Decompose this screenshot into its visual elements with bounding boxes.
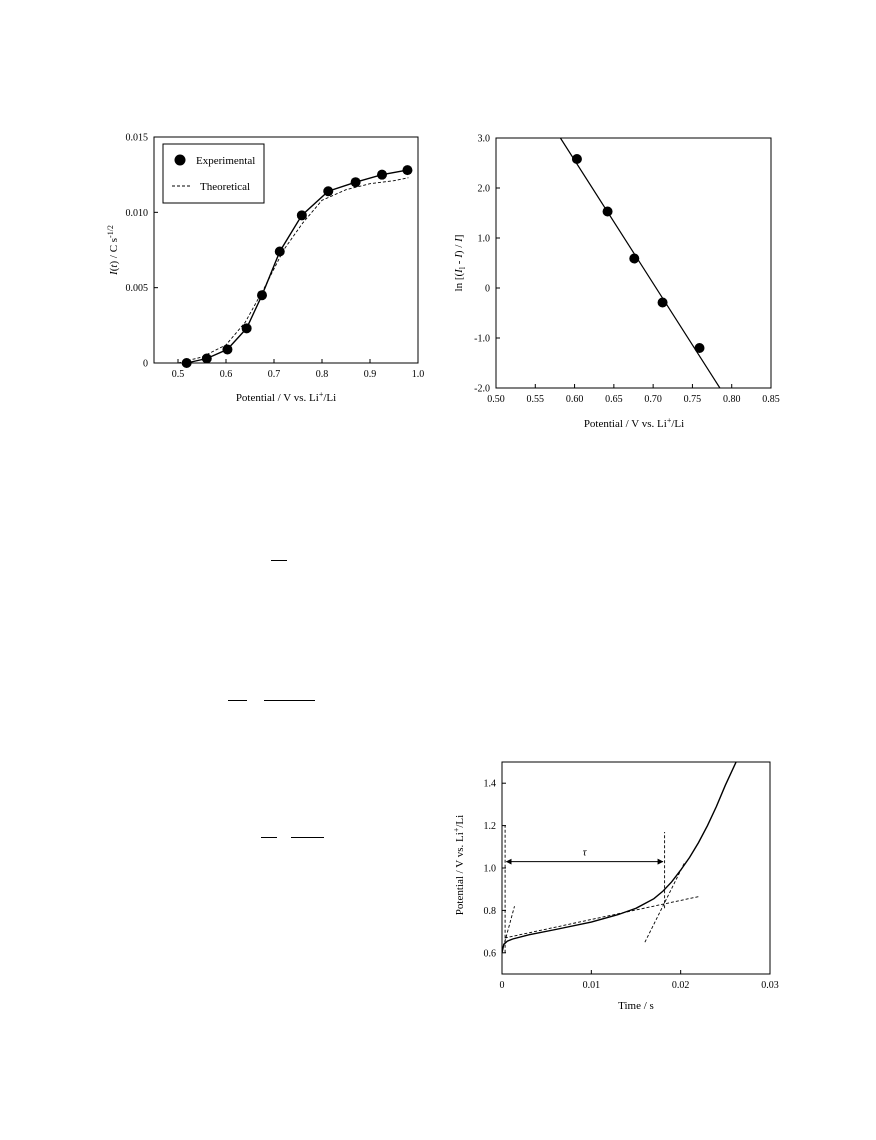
data-point bbox=[377, 169, 387, 180]
data-point bbox=[257, 290, 267, 301]
dashed-line-1 bbox=[177, 177, 409, 364]
x-tick-label: 0.9 bbox=[364, 369, 377, 380]
x-tick-label: 0 bbox=[500, 980, 505, 991]
dashed-line-3 bbox=[504, 906, 515, 943]
x-tick-label: 0.65 bbox=[605, 394, 623, 405]
data-point bbox=[323, 186, 334, 197]
y-tick-label: 0.8 bbox=[484, 906, 497, 917]
chart3-xlabel: Time / s bbox=[618, 1000, 654, 1012]
chart1-frame bbox=[153, 136, 419, 364]
y-tick-label: 0.010 bbox=[126, 208, 149, 219]
y-tick-label: 0.015 bbox=[126, 133, 149, 144]
data-point bbox=[296, 210, 307, 221]
y-tick-label: -2.0 bbox=[474, 384, 490, 395]
data-point bbox=[402, 165, 413, 176]
x-tick-label: 0.70 bbox=[644, 394, 662, 405]
y-tick-label: 3.0 bbox=[478, 134, 491, 145]
x-tick-label: 0.8 bbox=[316, 369, 329, 380]
y-tick-label: 1.2 bbox=[484, 821, 497, 832]
fraction-bar bbox=[291, 837, 324, 838]
x-tick-label: 0.55 bbox=[527, 394, 545, 405]
legend-experimental-marker bbox=[174, 154, 186, 166]
y-tick-label: 1.0 bbox=[478, 234, 491, 245]
legend-theoretical-label: Theoretical bbox=[200, 181, 250, 193]
fraction-bar bbox=[264, 700, 315, 701]
x-tick-label: 0.02 bbox=[672, 980, 690, 991]
x-tick-label: 0.03 bbox=[761, 980, 779, 991]
x-tick-label: 0.50 bbox=[487, 394, 505, 405]
data-point bbox=[571, 154, 582, 164]
x-tick-label: 0.7 bbox=[268, 369, 281, 380]
x-tick-label: 0.5 bbox=[172, 369, 185, 380]
x-tick-label: 0.80 bbox=[723, 394, 741, 405]
chart2-ylabel: ln [(Il - I) / I] bbox=[453, 235, 467, 292]
y-tick-label: 2.0 bbox=[478, 184, 491, 195]
data-point bbox=[694, 343, 705, 353]
chart2-frame bbox=[495, 137, 772, 389]
y-tick-label: 0.6 bbox=[484, 948, 497, 959]
x-tick-label: 0.75 bbox=[684, 394, 702, 405]
y-tick-label: 0.005 bbox=[126, 283, 149, 294]
data-point bbox=[350, 177, 361, 188]
chart3-frame bbox=[501, 761, 771, 975]
data-point bbox=[629, 253, 640, 264]
chart1-xlabel: Potential / V vs. Li+/Li bbox=[236, 390, 336, 404]
chart3-ylabel: Potential / V vs. Li+/Li bbox=[452, 815, 466, 915]
dashed-line-1 bbox=[504, 896, 699, 939]
tau-label: τ bbox=[583, 847, 588, 859]
fraction-bar bbox=[261, 837, 277, 838]
series-line-0 bbox=[502, 762, 737, 953]
x-tick-label: 0.01 bbox=[583, 980, 601, 991]
series-line-1 bbox=[559, 137, 721, 389]
y-tick-label: -1.0 bbox=[474, 334, 490, 345]
y-tick-label: 0 bbox=[143, 359, 148, 370]
fraction-bar bbox=[228, 700, 247, 701]
y-tick-label: 0 bbox=[485, 284, 490, 295]
data-point bbox=[657, 297, 668, 308]
data-point bbox=[241, 323, 252, 334]
y-tick-label: 1.4 bbox=[484, 779, 497, 790]
x-tick-label: 0.85 bbox=[762, 394, 780, 405]
x-tick-label: 1.0 bbox=[412, 369, 425, 380]
chart1-legend: Experimental Theoretical bbox=[162, 143, 265, 204]
x-tick-label: 0.6 bbox=[220, 369, 233, 380]
fraction-bar bbox=[271, 560, 287, 561]
x-tick-label: 0.60 bbox=[566, 394, 584, 405]
chart2-xlabel: Potential / V vs. Li+/Li bbox=[584, 416, 684, 430]
data-point bbox=[222, 344, 233, 355]
data-point bbox=[274, 246, 285, 257]
y-tick-label: 1.0 bbox=[484, 864, 497, 875]
legend-experimental-label: Experimental bbox=[196, 155, 255, 167]
